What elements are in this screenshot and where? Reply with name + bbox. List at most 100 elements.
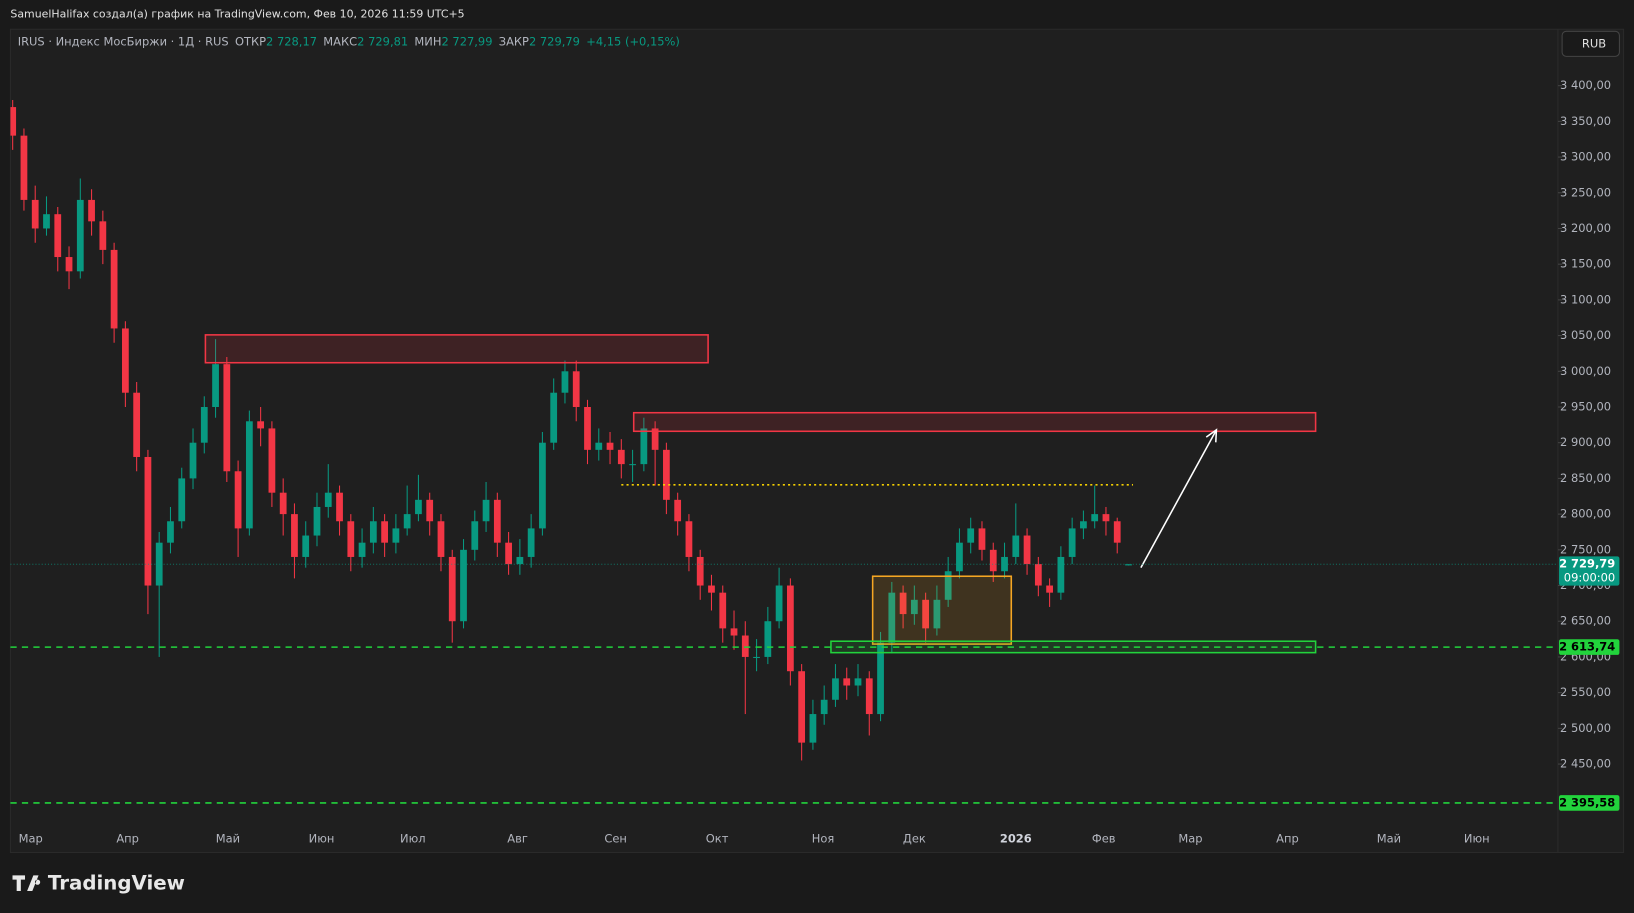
candle-body	[989, 549, 997, 572]
candle-body	[1125, 564, 1132, 566]
candle-body	[133, 392, 141, 457]
candle-body	[741, 635, 749, 657]
plot	[10, 99, 1317, 761]
candle-body	[865, 678, 873, 715]
candle-body	[967, 528, 975, 543]
candle-body	[358, 542, 366, 557]
x-tick-label: Сен	[604, 831, 627, 845]
y-tick-label: 2 800,00	[1560, 507, 1611, 521]
candle-body	[324, 492, 332, 507]
candle-body	[369, 521, 377, 543]
y-tick-label: 2 950,00	[1560, 399, 1611, 413]
zone	[830, 640, 1317, 654]
candle-body	[1102, 514, 1110, 522]
currency-button[interactable]	[1561, 30, 1620, 57]
candle-body	[798, 671, 806, 743]
y-tick-label: 2 750,00	[1560, 542, 1611, 556]
currency[interactable]: RUB	[1582, 36, 1606, 50]
candle-body	[561, 371, 569, 393]
x-tick-label: Апр	[1276, 831, 1299, 845]
candle-body	[1046, 585, 1053, 593]
candle-body	[76, 199, 84, 272]
candle-body	[460, 549, 467, 622]
x-tick-label: Апр	[116, 831, 139, 845]
x-tick-label: Май	[216, 831, 240, 845]
candle-body	[392, 528, 400, 543]
candle-body	[1113, 521, 1121, 543]
candle-body	[471, 521, 479, 550]
y-tick-label: 2 850,00	[1560, 471, 1611, 485]
candle-body	[10, 107, 17, 136]
legend: IRUS · Индекс МосБиржи · 1Д · RUS ОТКР2 7…	[18, 34, 680, 48]
candle-body	[956, 542, 963, 572]
candle-body	[1080, 521, 1087, 529]
candle-body	[550, 392, 558, 443]
candle-body	[1023, 535, 1031, 565]
candle-body	[336, 492, 343, 522]
price-tag-label: 2 395,58	[1559, 795, 1615, 809]
candle-body	[279, 492, 287, 515]
chart-pane	[9, 28, 1625, 854]
candle-body	[651, 428, 659, 450]
candle-body	[854, 678, 862, 686]
candle-body	[65, 257, 73, 272]
candle-body	[584, 406, 591, 450]
candle-body	[167, 521, 174, 543]
candle-body	[257, 421, 265, 429]
y-tick-label: 2 900,00	[1560, 435, 1611, 449]
candle-body	[43, 214, 50, 229]
y-tick-label: 2 450,00	[1560, 757, 1611, 771]
candle-body	[640, 428, 648, 465]
candle-body	[910, 599, 918, 615]
candle-body	[978, 528, 986, 550]
candle-body	[933, 599, 941, 629]
y-tick-label: 3 300,00	[1560, 150, 1611, 164]
candle-body	[539, 442, 546, 529]
candle-body	[437, 521, 445, 557]
legend-label: МИН	[414, 34, 441, 48]
zone	[632, 411, 1317, 433]
y-tick-label: 3 200,00	[1560, 221, 1611, 235]
candle-body	[268, 428, 276, 493]
y-tick-label: 2 550,00	[1560, 685, 1611, 699]
price-tag	[1558, 795, 1620, 811]
x-tick-label: Мар	[19, 831, 43, 845]
candle-body	[482, 499, 490, 522]
y-tick-label: 3 150,00	[1560, 257, 1611, 271]
candle-body	[1091, 514, 1099, 522]
candle-body	[820, 699, 828, 715]
candle-body	[730, 628, 738, 636]
y-tick-label: 3 400,00	[1560, 78, 1611, 92]
x-tick-label: Май	[1377, 831, 1401, 845]
legend-value: 2 727,99	[441, 34, 492, 48]
candle-body	[245, 421, 253, 529]
credit: SamuelHalifax создал(а) график на Tradin…	[10, 8, 464, 21]
brand-logo	[12, 875, 41, 892]
candle-body	[302, 535, 310, 557]
legend-label: ЗАКР	[499, 34, 529, 48]
y-tick-label: 3 250,00	[1560, 185, 1611, 199]
candle-body	[572, 371, 580, 407]
y-tick-label: 3 050,00	[1560, 328, 1611, 342]
candle-body	[877, 642, 884, 715]
candle-body	[888, 592, 896, 643]
candle-body	[31, 199, 39, 229]
price-tag-label: 2 613,74	[1559, 640, 1615, 654]
y-tick-label: 2 500,00	[1560, 721, 1611, 735]
candle-body	[110, 249, 118, 329]
candle-body	[54, 214, 62, 258]
candle-body	[1034, 564, 1042, 586]
y-tick-label: 3 100,00	[1560, 292, 1611, 306]
candle-body	[629, 464, 636, 466]
price-tag-label: 2 729,79	[1559, 557, 1615, 571]
legend-value: 2 729,81	[357, 34, 408, 48]
candle-body	[617, 449, 625, 465]
candle-body	[448, 556, 456, 622]
zone	[204, 334, 709, 364]
candle-body	[144, 456, 152, 586]
candle-body	[809, 714, 817, 743]
candle-body	[99, 221, 107, 250]
x-tick-label: Июн	[1464, 831, 1490, 845]
candle-body	[832, 678, 839, 700]
